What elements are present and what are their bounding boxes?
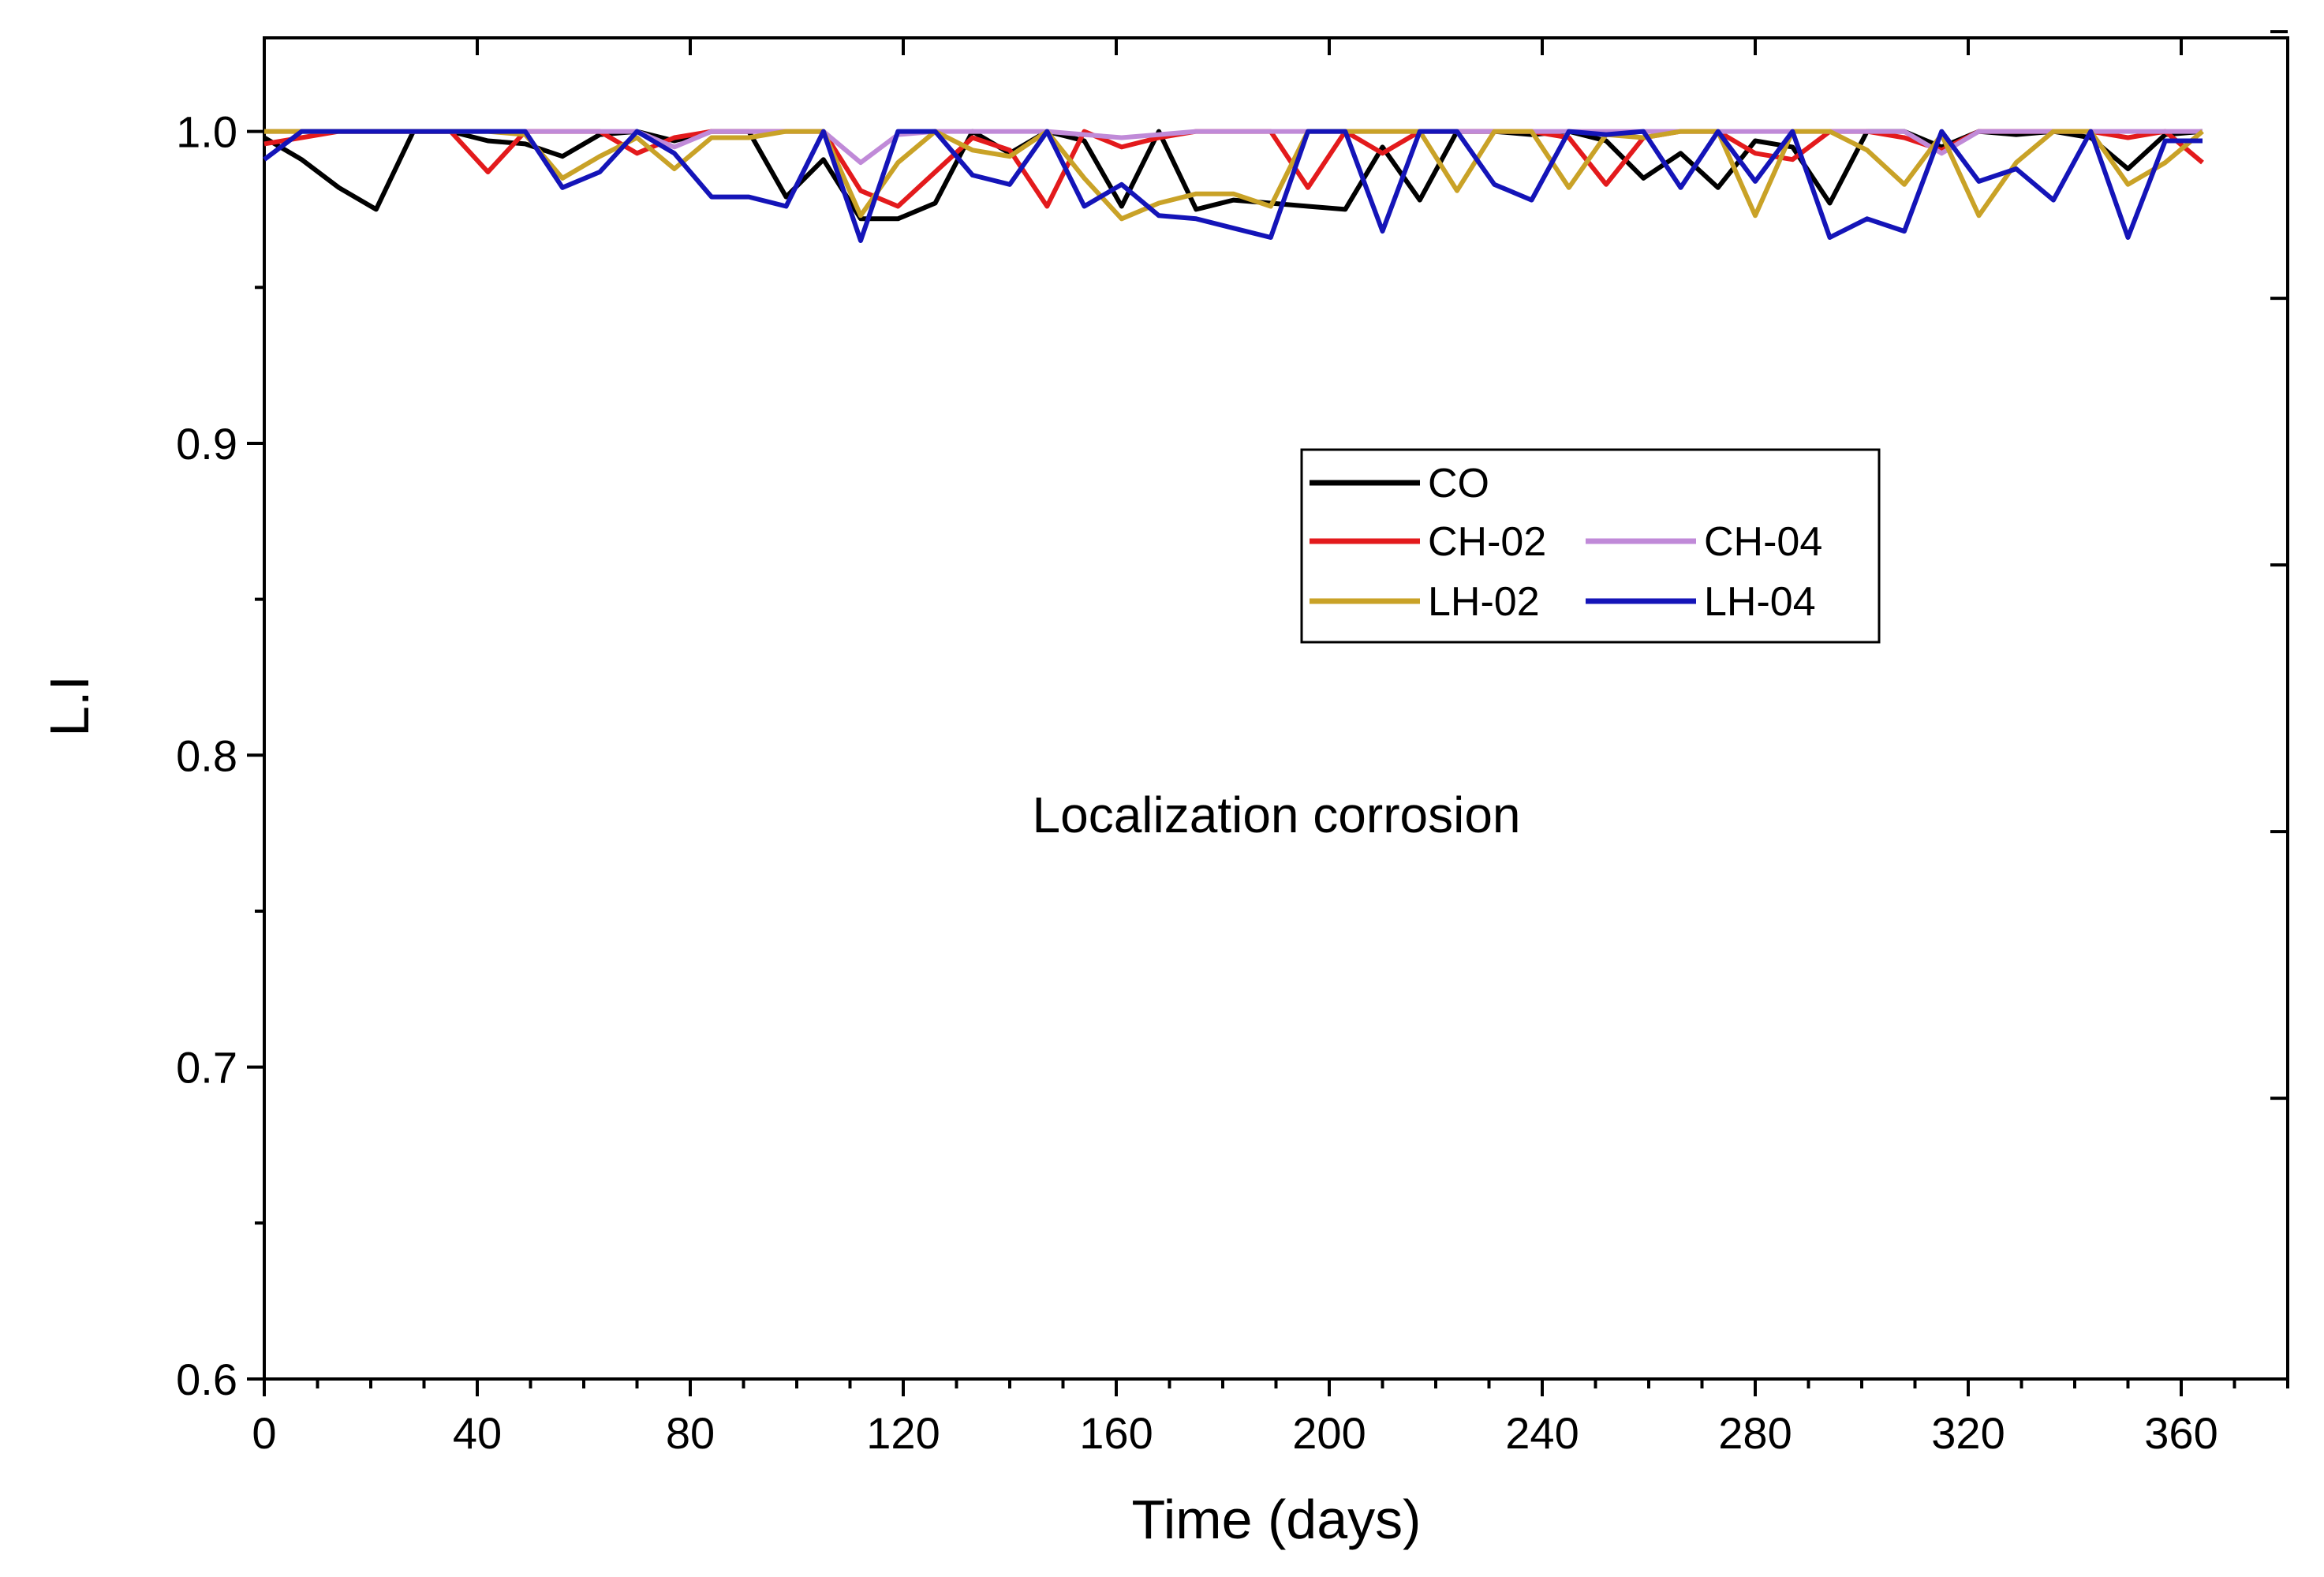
x-tick-label: 80: [666, 1408, 715, 1458]
series-line-lh-02: [264, 129, 2204, 222]
tick-labels: 0 40 80 120 160 200 240 280 320 360 0.6 0.7 0.8 0.9 1.…: [176, 107, 2218, 1458]
x-tick-label: 280: [1718, 1408, 1792, 1458]
y-tick-label: 0.8: [176, 731, 237, 780]
plot-border: [263, 36, 2289, 1381]
series-line-lh-04: [263, 129, 2203, 243]
series-line-ch-04: [264, 129, 2203, 166]
x-tick-label: 120: [866, 1408, 940, 1458]
series-lines: [263, 129, 2204, 243]
legend-label-lh-04: LH-04: [1704, 579, 1816, 625]
y-axis-title: L.I: [39, 675, 100, 737]
legend-label-lh-02: LH-02: [1428, 579, 1540, 625]
y-tick-label: 0.7: [176, 1043, 237, 1093]
legend-label-ch-04: CH-04: [1704, 519, 1822, 565]
y-tick-label: 0.6: [176, 1355, 237, 1404]
legend-label-co: CO: [1428, 461, 1489, 506]
x-tick-label: 0: [252, 1408, 276, 1458]
x-tick-label: 160: [1079, 1408, 1153, 1458]
x-tick-label: 200: [1292, 1408, 1366, 1458]
plot-area-frame: [263, 36, 2289, 1381]
x-tick-label: 40: [453, 1408, 502, 1458]
legend: CO CH-02 CH-04 LH-02 LH-04: [1300, 448, 1881, 644]
y-tick-label: 0.9: [176, 419, 237, 469]
axis-ticks: [247, 30, 2289, 1396]
legend-items: CO CH-02 CH-04 LH-02 LH-04: [1310, 461, 1822, 625]
x-tick-label: 360: [2144, 1408, 2218, 1458]
y-tick-label: 1.0: [176, 107, 237, 157]
x-tick-label: 320: [1931, 1408, 2005, 1458]
x-axis-title: Time (days): [1132, 1489, 1422, 1550]
x-tick-label: 240: [1505, 1408, 1579, 1458]
chart-annotation: Localization corrosion: [1033, 787, 1521, 843]
legend-label-ch-02: CH-02: [1428, 519, 1546, 565]
